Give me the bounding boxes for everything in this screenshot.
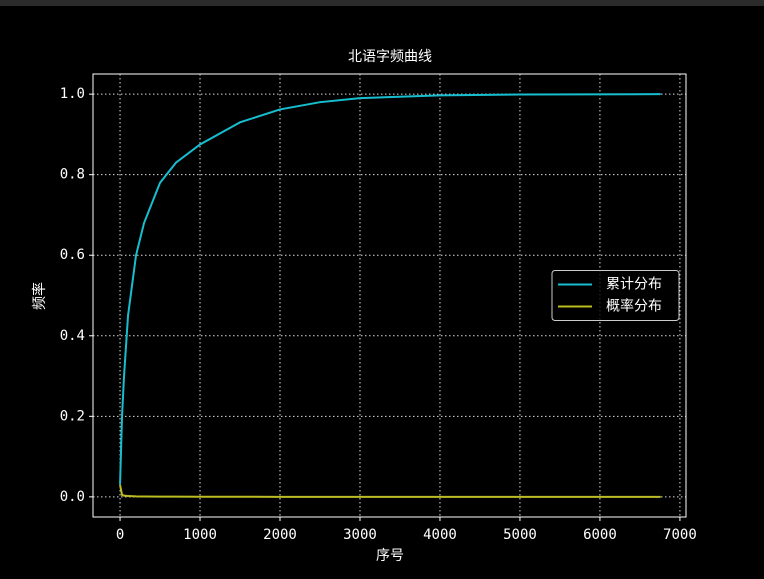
y-tick-label: 0.2	[60, 408, 85, 424]
plot-frame	[92, 73, 687, 518]
y-axis-label: 频率	[31, 282, 48, 310]
window-bar	[0, 0, 764, 6]
x-tick-label: 5000	[503, 527, 537, 543]
y-tick-label: 0.6	[60, 247, 85, 263]
x-axis-label: 序号	[376, 548, 404, 564]
y-tick-label: 0.0	[60, 489, 85, 505]
y-tick-label: 0.8	[60, 167, 85, 183]
series-line	[119, 484, 661, 498]
chart-title: 北语字频曲线	[348, 49, 432, 65]
legend-box	[551, 270, 680, 321]
x-tick-label: 4000	[423, 527, 457, 543]
x-tick-label: 6000	[583, 527, 617, 543]
x-tick-label: 3000	[343, 527, 377, 543]
series-line	[119, 93, 661, 485]
y-tick-label: 1.0	[60, 86, 85, 102]
legend-label: 概率分布	[606, 298, 662, 315]
x-tick-label: 0	[116, 527, 124, 543]
x-tick-label: 7000	[663, 527, 697, 543]
y-tick-label: 0.4	[60, 328, 85, 344]
x-tick-label: 1000	[183, 527, 217, 543]
x-tick-label: 2000	[263, 527, 297, 543]
legend-label: 累计分布	[606, 277, 662, 293]
